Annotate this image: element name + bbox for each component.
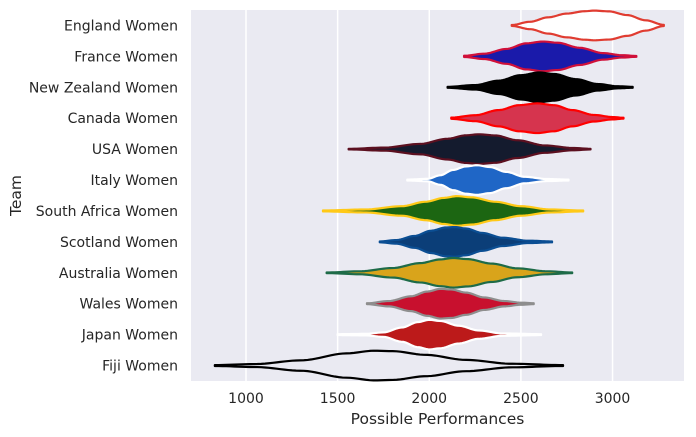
x-tick-label: 3000	[595, 391, 631, 407]
y-tick-label: South Africa Women	[36, 204, 178, 220]
y-tick-label: Scotland Women	[60, 235, 178, 251]
y-tick-label: New Zealand Women	[29, 80, 178, 96]
y-tick-label: Japan Women	[81, 328, 178, 344]
violin-wales-women	[365, 287, 535, 320]
x-tick-label: 1000	[228, 391, 264, 407]
x-tick-label: 2000	[411, 391, 447, 407]
violins	[213, 9, 665, 382]
y-tick-label: Australia Women	[59, 266, 178, 282]
violin-canada-women	[450, 102, 625, 135]
violin-england-women	[510, 9, 665, 42]
y-tick-label: France Women	[74, 49, 178, 65]
y-tick-label: Italy Women	[90, 173, 178, 189]
y-tick-label: USA Women	[92, 142, 178, 158]
violin-usa-women	[347, 133, 592, 166]
violin-japan-women	[336, 318, 543, 351]
x-tick-label: 1500	[320, 391, 356, 407]
y-tick-label: England Women	[64, 18, 178, 34]
violin-france-women	[462, 40, 638, 73]
violin-fiji-women	[213, 349, 565, 382]
y-tick-labels: England Women France Women New Zealand Wom…	[29, 18, 178, 374]
x-tick-labels: 1000 1500 2000 2500 3000	[228, 391, 630, 407]
x-axis-title: Possible Performances	[351, 410, 525, 428]
violin-italy-women	[406, 164, 570, 196]
y-axis-title: Team	[7, 175, 25, 217]
violin-australia-women	[325, 256, 574, 289]
y-tick-label: Wales Women	[80, 297, 179, 313]
y-tick-label: Canada Women	[68, 111, 178, 127]
y-tick-label: Fiji Women	[102, 359, 178, 375]
violin-new-zealand-women	[446, 71, 634, 104]
violin-scotland-women	[378, 225, 554, 258]
violin-south-africa-women	[321, 195, 585, 227]
x-tick-label: 2500	[503, 391, 539, 407]
